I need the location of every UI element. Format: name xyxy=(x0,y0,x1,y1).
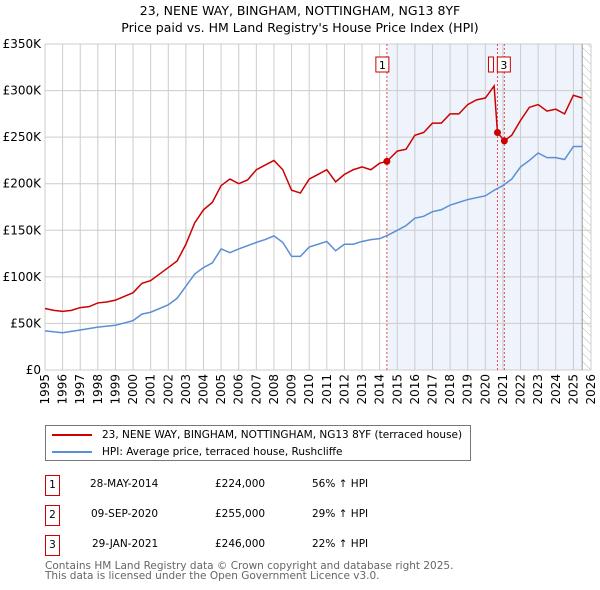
x-tick-label: 2012 xyxy=(337,374,351,405)
sale-date: 29-JAN-2021 xyxy=(92,538,159,550)
sale-point xyxy=(493,128,501,136)
sale-label: 1 xyxy=(379,59,386,72)
sale-point xyxy=(500,137,508,145)
sale-price: £224,000 xyxy=(215,478,266,490)
y-tick-label: £350K xyxy=(3,37,43,51)
sale-label: 3 xyxy=(500,59,507,72)
sale-hpi: 56% ↑ HPI xyxy=(312,478,369,490)
x-tick-label: 2006 xyxy=(232,374,246,405)
x-tick-label: 2004 xyxy=(197,374,211,405)
sale-point xyxy=(383,157,391,165)
y-tick-label: £0 xyxy=(26,363,41,377)
x-tick-label: 1997 xyxy=(73,374,87,405)
x-tick-label: 2000 xyxy=(126,374,140,405)
y-tick-label: £150K xyxy=(3,223,43,237)
sale-row: 1 28-MAY-2014 £224,000 56% ↑ HPI xyxy=(45,475,465,496)
x-tick-label: 2023 xyxy=(531,374,545,405)
sale-marker-box: 2 xyxy=(45,505,60,526)
x-tick-label: 2019 xyxy=(461,374,475,405)
x-tick-label: 1996 xyxy=(56,374,70,405)
x-tick-label: 2001 xyxy=(144,374,158,405)
legend-item-property: 23, NENE WAY, BINGHAM, NOTTINGHAM, NG13 … xyxy=(52,427,462,443)
y-tick-label: £200K xyxy=(3,177,43,191)
x-tick-label: 2015 xyxy=(390,374,404,405)
sale-hpi: 29% ↑ HPI xyxy=(312,508,369,520)
sale-hpi: 22% ↑ HPI xyxy=(312,538,369,550)
x-tick-label: 2026 xyxy=(584,374,598,405)
x-tick-label: 2025 xyxy=(566,374,580,405)
x-tick-label: 2016 xyxy=(408,374,422,405)
y-tick-label: £300K xyxy=(3,84,43,98)
x-tick-label: 2009 xyxy=(285,374,299,405)
footer-line: This data is licensed under the Open Gov… xyxy=(45,570,380,582)
sale-row: 2 09-SEP-2020 £255,000 29% ↑ HPI xyxy=(45,505,465,526)
y-tick-label: £100K xyxy=(3,270,43,284)
title-line: 23, NENE WAY, BINGHAM, NOTTINGHAM, NG13 … xyxy=(139,3,461,18)
hpi-line xyxy=(44,145,583,334)
x-tick-label: 2017 xyxy=(425,374,439,405)
shaded-region xyxy=(386,44,583,370)
legend-label: 23, NENE WAY, BINGHAM, NOTTINGHAM, NG13 … xyxy=(102,429,463,441)
subtitle-line: Price paid vs. HM Land Registry's House … xyxy=(121,20,479,35)
legend-item-hpi: HPI: Average price, terraced house, Rush… xyxy=(52,444,342,460)
sale-row: 3 29-JAN-2021 £246,000 22% ↑ HPI xyxy=(45,535,465,556)
x-tick-label: 1995 xyxy=(38,374,52,405)
sale-price: £255,000 xyxy=(215,508,266,520)
x-tick-label: 2024 xyxy=(549,374,563,405)
price-line xyxy=(44,83,583,313)
x-tick-label: 2010 xyxy=(302,374,316,405)
chart-title: 23, NENE WAY, BINGHAM, NOTTINGHAM, NG13 … xyxy=(0,2,600,36)
legend-label: HPI: Average price, terraced house, Rush… xyxy=(102,446,343,458)
legend-swatch-blue xyxy=(52,451,92,453)
x-tick-label: 2014 xyxy=(373,374,387,405)
x-tick-label: 2013 xyxy=(355,374,369,405)
hatched-region xyxy=(582,44,591,370)
x-tick-label: 2011 xyxy=(320,374,334,405)
x-tick-label: 2003 xyxy=(179,374,193,405)
footer-line: Contains HM Land Registry data © Crown c… xyxy=(45,560,454,572)
x-tick-label: 2007 xyxy=(249,374,263,405)
sale-price: £246,000 xyxy=(215,538,266,550)
x-tick-label: 2020 xyxy=(478,374,492,405)
x-tick-label: 1998 xyxy=(91,374,105,405)
legend: 23, NENE WAY, BINGHAM, NOTTINGHAM, NG13 … xyxy=(45,425,471,461)
x-tick-label: 2021 xyxy=(496,374,510,405)
sale-label-box xyxy=(375,56,390,73)
sale-marker-box: 3 xyxy=(45,535,60,556)
y-tick-label: £250K xyxy=(3,130,43,144)
x-tick-label: 2008 xyxy=(267,374,281,405)
sale-label-box xyxy=(496,56,511,73)
sale-date: 28-MAY-2014 xyxy=(90,478,159,490)
x-tick-label: 2018 xyxy=(443,374,457,405)
sale-label-box-2 xyxy=(487,56,494,73)
y-tick-label: £50K xyxy=(10,316,42,330)
price-chart: 1995 1996 1997 1998 1999 2000 2001 2002 2003 2004… xyxy=(3,37,598,405)
legend-swatch-red xyxy=(52,434,92,436)
footer: Contains HM Land Registry data © Crown c… xyxy=(45,560,454,582)
x-tick-label: 1999 xyxy=(108,374,122,405)
sale-marker-box: 1 xyxy=(45,475,60,496)
x-tick-label: 2005 xyxy=(214,374,228,405)
x-tick-label: 2002 xyxy=(161,374,175,405)
x-tick-label: 2022 xyxy=(514,374,528,405)
sale-date: 09-SEP-2020 xyxy=(91,508,159,520)
